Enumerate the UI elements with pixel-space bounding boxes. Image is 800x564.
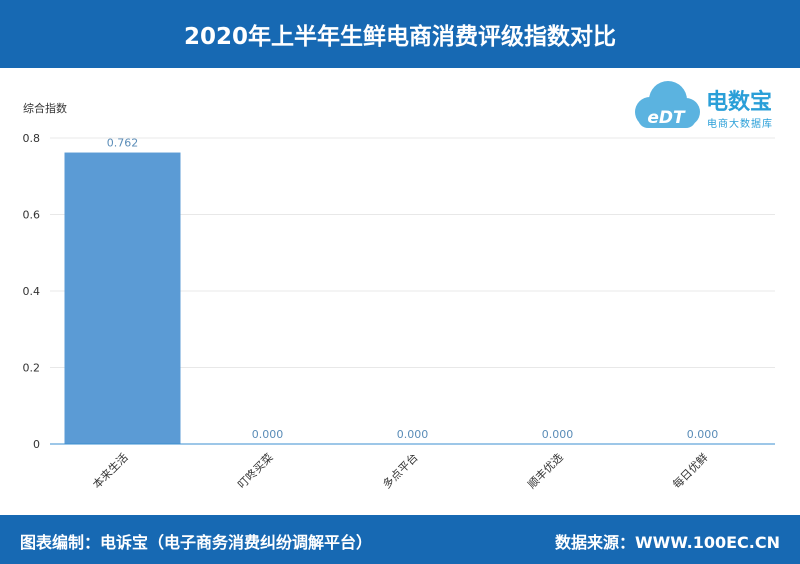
x-tick-label: 本来生活 bbox=[90, 450, 131, 491]
logo-brand: 电数宝 bbox=[706, 90, 773, 115]
x-tick-label: 多点平台 bbox=[380, 450, 421, 491]
x-tick-label: 每日优鲜 bbox=[670, 450, 711, 491]
bar bbox=[64, 152, 181, 444]
footer-credit: 图表编制：电诉宝（电子商务消费纠纷调解平台） bbox=[20, 533, 373, 552]
y-tick-label: 0.8 bbox=[23, 132, 41, 145]
footer-source: 数据来源：WWW.100EC.CN bbox=[554, 533, 780, 552]
chart-title: 2020年上半年生鲜电商消费评级指数对比 bbox=[183, 24, 616, 50]
data-label: 0.762 bbox=[107, 137, 139, 150]
logo-mark: eDT bbox=[647, 108, 686, 128]
x-tick-label: 叮咚买菜 bbox=[235, 450, 276, 491]
y-tick-label: 0.4 bbox=[23, 285, 41, 298]
logo-subtitle: 电商大数据库 bbox=[707, 119, 773, 130]
footer-bar: 图表编制：电诉宝（电子商务消费纠纷调解平台） 数据来源：WWW.100EC.CN bbox=[0, 515, 800, 564]
y-tick-label: 0.2 bbox=[23, 362, 41, 375]
y-tick-label: 0.6 bbox=[23, 209, 41, 222]
y-tick-label: 0 bbox=[33, 438, 40, 451]
data-label: 0.000 bbox=[687, 428, 719, 441]
bar-chart: 0 0.2 0.4 0.6 0.8 本来生活 叮咚买菜 多点平台 顺丰优选 每日优鲜 0.762… bbox=[23, 101, 775, 491]
cloud-logo-icon: eDT bbox=[635, 81, 700, 128]
data-label: 0.000 bbox=[542, 428, 574, 441]
data-label: 0.000 bbox=[397, 428, 429, 441]
header-bar: 2020年上半年生鲜电商消费评级指数对比 bbox=[0, 0, 800, 68]
data-label: 0.000 bbox=[252, 428, 284, 441]
y-axis-title: 综合指数 bbox=[23, 101, 67, 115]
logo: eDT 电数宝 电商大数据库 bbox=[628, 78, 793, 134]
x-tick-label: 顺丰优选 bbox=[525, 451, 565, 491]
